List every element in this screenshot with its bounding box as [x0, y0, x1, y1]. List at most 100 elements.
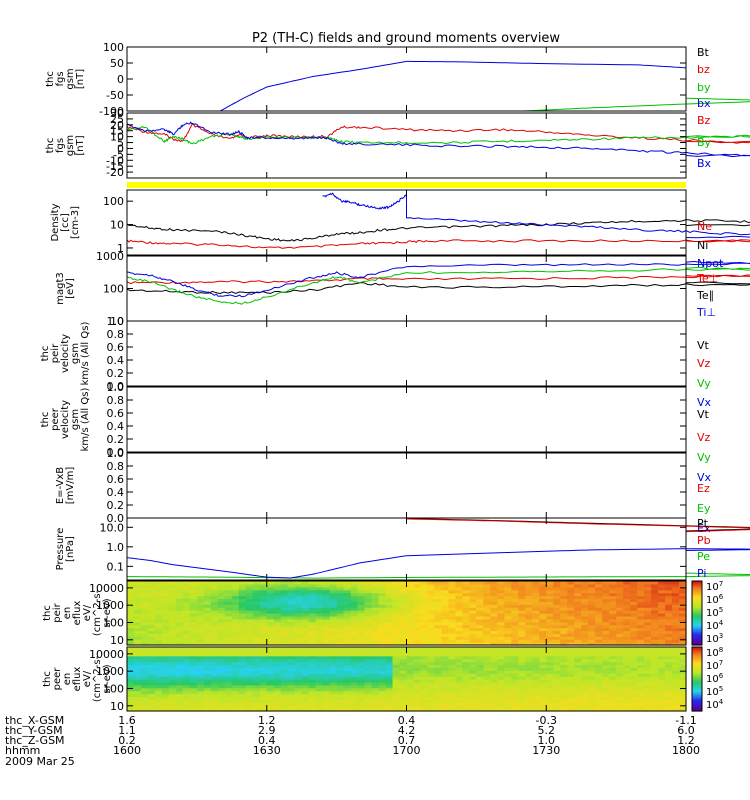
legend-Vy: Vy	[697, 451, 711, 464]
heatmap-cell	[525, 613, 533, 617]
series-line-Pb	[406, 518, 750, 533]
heatmap-cell	[637, 621, 645, 626]
heatmap-cell	[266, 607, 275, 611]
heatmap-cell	[609, 676, 617, 680]
heatmap-cell	[630, 658, 638, 663]
heatmap-cell	[266, 581, 275, 585]
heatmap-cell	[644, 699, 652, 703]
heatmap-cell	[329, 589, 338, 594]
heatmap-cell	[301, 649, 310, 654]
heatmap-cell	[581, 607, 589, 611]
heatmap-cell	[546, 679, 554, 683]
heatmap-cell	[448, 598, 457, 602]
heatmap-cell	[644, 636, 652, 640]
heatmap-cell	[637, 589, 645, 594]
heatmap-cell	[490, 699, 498, 703]
heatmap-cell	[644, 708, 652, 712]
heatmap-cell	[343, 586, 352, 591]
legend-Ti⊥: Ti⊥	[696, 306, 716, 319]
heatmap-cell	[574, 627, 582, 632]
heatmap-cell	[392, 676, 401, 680]
heatmap-cell	[420, 592, 429, 597]
heatmap-cell	[343, 601, 352, 605]
heatmap-cell	[623, 649, 631, 654]
panel-peir-eflux	[126, 580, 703, 646]
heatmap-cell	[322, 647, 331, 651]
heatmap-cell	[294, 639, 303, 643]
heatmap-cell	[259, 613, 268, 617]
colorbar-segment	[692, 647, 702, 650]
heatmap-cell	[448, 621, 457, 626]
heatmap-cell	[434, 633, 443, 637]
heatmap-cell	[511, 642, 519, 646]
heatmap-cell	[630, 595, 638, 600]
heatmap-cell	[595, 667, 603, 671]
axis-row-value: 1730	[532, 744, 560, 757]
heatmap-cell	[427, 696, 436, 700]
heatmap-cell	[483, 679, 491, 683]
heatmap-cell	[133, 699, 142, 703]
heatmap-cell	[574, 598, 582, 602]
heatmap-cell	[602, 679, 610, 683]
heatmap-cell	[658, 621, 666, 626]
heatmap-cell	[560, 621, 568, 626]
heatmap-cell	[392, 601, 401, 605]
heatmap-cell	[658, 630, 666, 634]
heatmap-cell	[504, 601, 512, 605]
heatmap-cell	[406, 681, 415, 686]
heatmap-cell	[483, 690, 491, 695]
y-axis-label: (cm^2-s-	[92, 655, 103, 702]
heatmap-cell	[245, 615, 254, 620]
heatmap-cell	[329, 658, 338, 663]
y-tick-label: 10	[110, 315, 124, 328]
heatmap-cell	[161, 676, 170, 680]
heatmap-cell	[210, 647, 219, 651]
heatmap-cell	[616, 633, 624, 637]
heatmap-cell	[182, 647, 191, 651]
heatmap-cell	[588, 627, 596, 632]
heatmap-cell	[378, 658, 387, 663]
heatmap-cell	[350, 610, 359, 614]
heatmap-cell	[259, 702, 268, 706]
heatmap-cell	[406, 667, 415, 671]
heatmap-cell	[665, 636, 673, 640]
heatmap-cell	[448, 636, 457, 640]
heatmap-cell	[378, 649, 387, 654]
heatmap-cell	[392, 627, 401, 632]
heatmap-cell	[511, 647, 519, 651]
heatmap-cell	[406, 693, 415, 698]
heatmap-cell	[392, 661, 401, 666]
heatmap-cell	[203, 636, 212, 640]
heatmap-cell	[343, 589, 352, 594]
heatmap-cell	[210, 604, 219, 608]
heatmap-cell	[623, 636, 631, 640]
heatmap-cell	[616, 661, 624, 666]
heatmap-cell	[630, 664, 638, 668]
panel-frame	[126, 112, 687, 179]
heatmap-cell	[448, 613, 457, 617]
heatmap-cell	[581, 658, 589, 663]
heatmap-cell	[287, 664, 296, 668]
heatmap-cell	[161, 639, 170, 643]
heatmap-cell	[127, 604, 135, 608]
heatmap-cell	[371, 649, 380, 654]
heatmap-cell	[525, 615, 533, 620]
heatmap-cell	[371, 583, 380, 588]
heatmap-cell	[364, 664, 373, 668]
heatmap-cell	[266, 604, 275, 608]
heatmap-cell	[469, 630, 477, 634]
heatmap-cell	[518, 670, 526, 674]
heatmap-cell	[455, 687, 463, 692]
heatmap-cell	[350, 652, 359, 657]
heatmap-cell	[553, 664, 561, 668]
heatmap-cell	[637, 598, 645, 602]
heatmap-cell	[371, 658, 380, 663]
heatmap-cell	[553, 633, 561, 637]
heatmap-cell	[224, 676, 233, 680]
heatmap-cell	[644, 607, 652, 611]
heatmap-cell	[511, 613, 519, 617]
heatmap-cell	[406, 621, 415, 626]
heatmap-cell	[532, 601, 540, 605]
heatmap-cell	[371, 607, 380, 611]
heatmap-cell	[441, 589, 450, 594]
